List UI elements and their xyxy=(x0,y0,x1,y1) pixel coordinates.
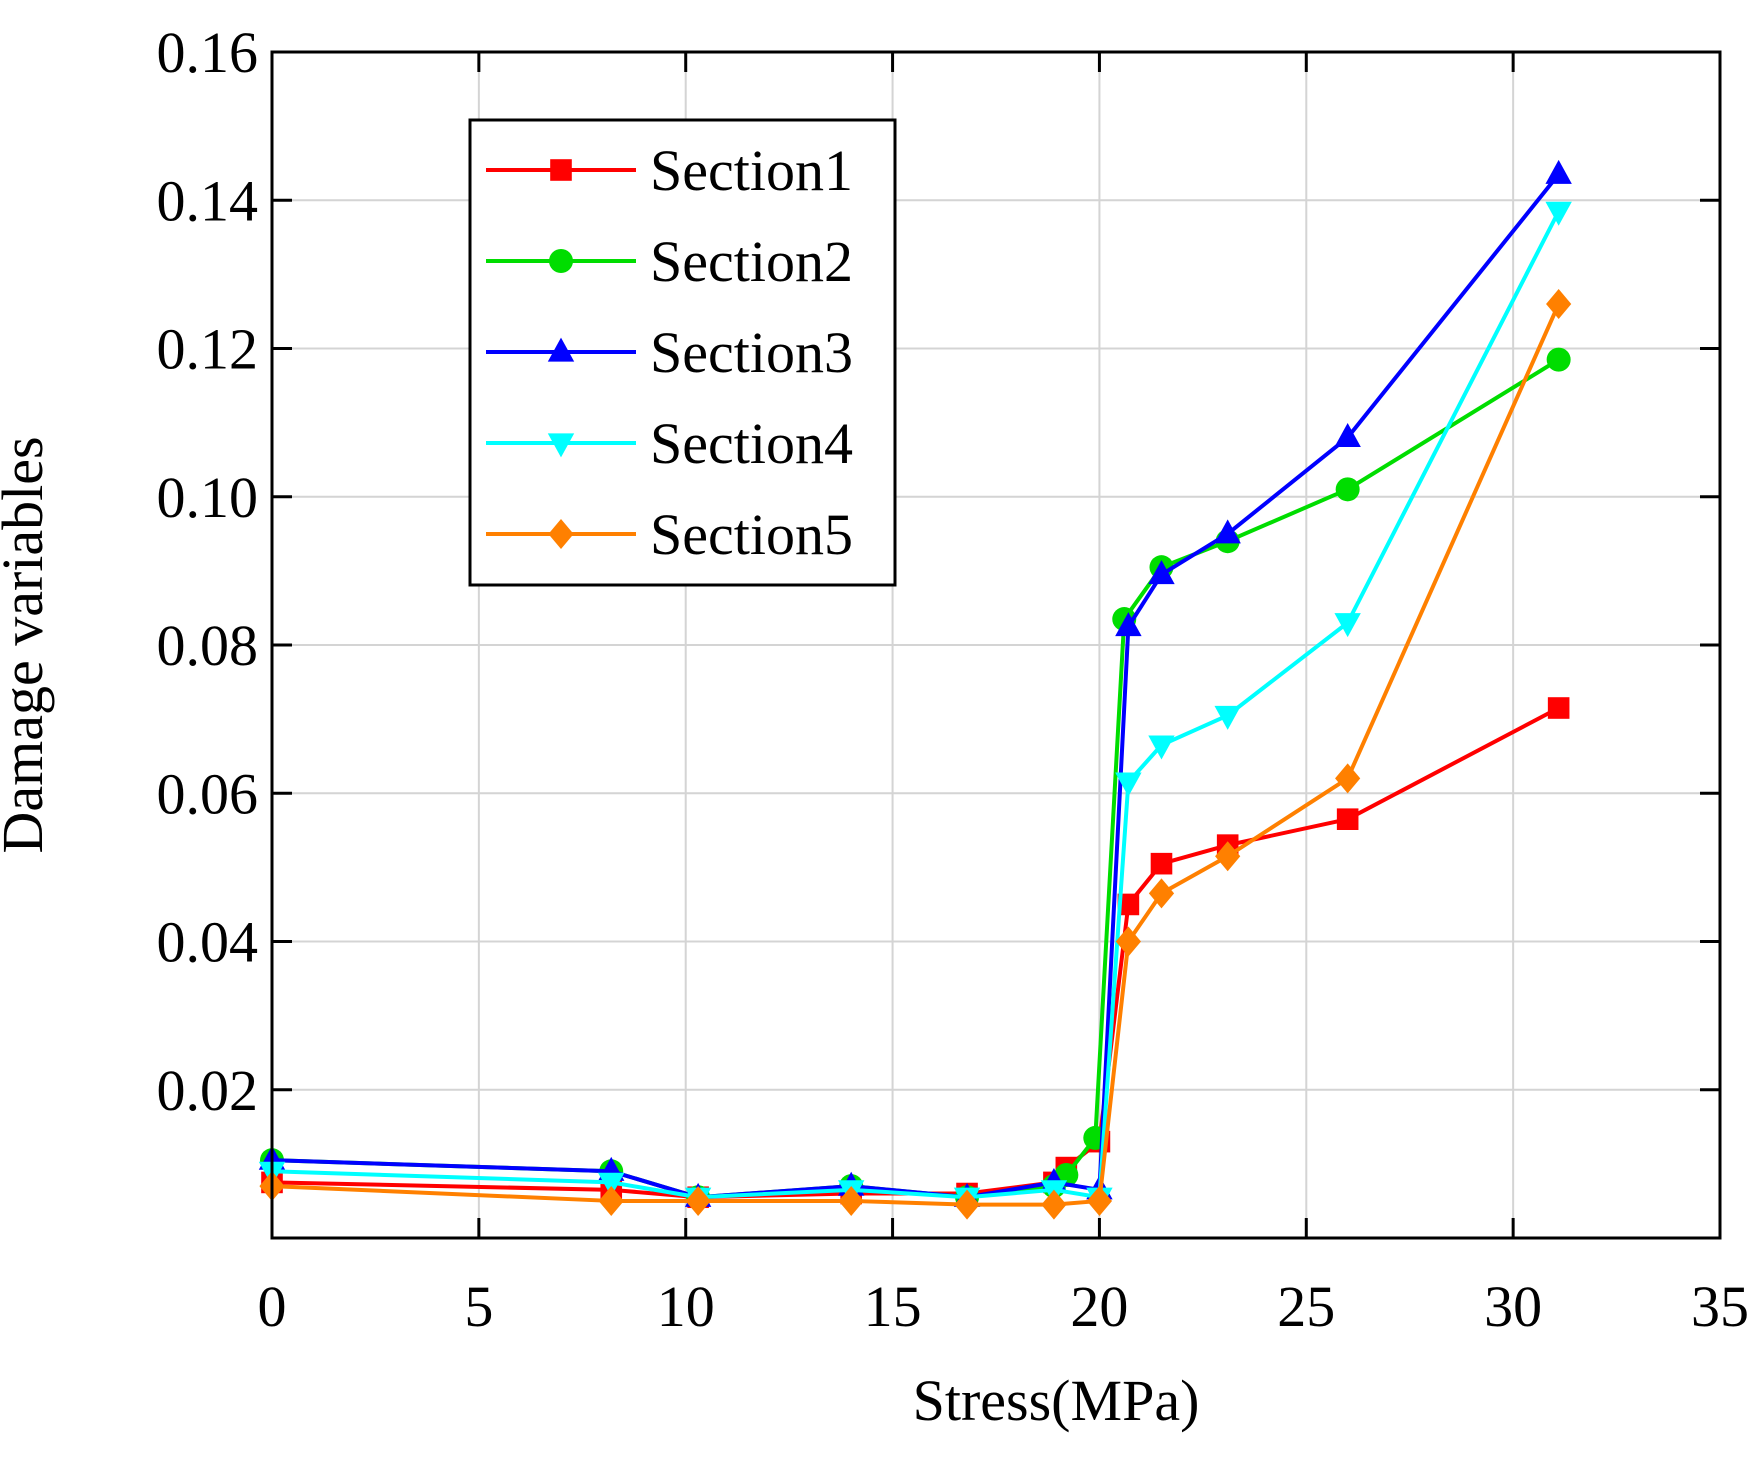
x-tick-label: 5 xyxy=(464,1274,493,1339)
data-point-marker xyxy=(549,249,573,273)
x-tick-label: 30 xyxy=(1484,1274,1542,1339)
data-point-marker xyxy=(838,1185,864,1216)
data-point-marker xyxy=(1334,613,1361,638)
data-point-marker xyxy=(1115,772,1142,797)
legend-label: Section3 xyxy=(650,320,853,385)
legend-entry-section1: Section1 xyxy=(486,138,853,203)
data-point-marker xyxy=(1215,841,1241,872)
legend-label: Section5 xyxy=(650,502,853,567)
legend-entry-section4: Section4 xyxy=(486,411,853,476)
data-point-marker xyxy=(1041,1189,1067,1220)
series-line xyxy=(271,303,1561,1207)
axis-ticks xyxy=(270,50,1722,1238)
data-point-marker xyxy=(550,159,572,181)
data-point-marker xyxy=(1546,289,1572,320)
y-axis-title: Damage variables xyxy=(0,436,55,853)
data-point-marker xyxy=(598,1185,624,1216)
data-point-marker xyxy=(1117,893,1140,916)
data-point-marker xyxy=(1148,560,1175,585)
series-section4 xyxy=(258,201,1572,1212)
data-point-marker xyxy=(1335,477,1360,502)
data-point-marker xyxy=(1545,201,1572,226)
y-tick-label: 0.12 xyxy=(157,317,259,382)
data-point-marker xyxy=(1214,705,1241,730)
data-point-marker xyxy=(547,337,575,362)
x-tick-label: 20 xyxy=(1070,1274,1128,1339)
data-point-marker xyxy=(1148,735,1175,760)
y-tick-label: 0.02 xyxy=(157,1058,259,1123)
data-point-marker xyxy=(1545,159,1572,184)
data-point-marker xyxy=(685,1185,711,1216)
data-point-marker xyxy=(1115,926,1141,957)
data-point-marker xyxy=(1214,519,1241,544)
legend-label: Section2 xyxy=(650,229,853,294)
series-line xyxy=(271,210,1561,1200)
y-tick-label: 0.10 xyxy=(157,465,259,530)
y-tick-label: 0.08 xyxy=(157,613,259,678)
legend-entry-section5: Section5 xyxy=(486,502,853,567)
x-tick-label: 10 xyxy=(657,1274,715,1339)
data-point-marker xyxy=(547,433,575,458)
data-point-marker xyxy=(1334,423,1361,448)
legend-entry-section2: Section2 xyxy=(486,229,853,294)
y-tick-label: 0.14 xyxy=(157,168,259,233)
y-tick-label: 0.04 xyxy=(157,910,259,975)
data-point-marker xyxy=(1335,763,1361,794)
data-point-marker xyxy=(548,519,574,549)
x-tick-label: 0 xyxy=(258,1274,287,1339)
data-point-marker xyxy=(1547,697,1570,719)
data-point-marker xyxy=(1546,347,1571,372)
x-tick-label: 35 xyxy=(1691,1274,1749,1339)
data-point-marker xyxy=(1148,878,1175,909)
series-section5 xyxy=(259,289,1572,1220)
data-point-marker xyxy=(1150,852,1173,875)
legend-label: Section1 xyxy=(650,138,853,203)
legend: Section1 Section2 Section3 Section4 Section5 xyxy=(468,118,897,587)
data-point-marker xyxy=(1336,808,1359,830)
data-point-marker xyxy=(598,1172,625,1197)
data-point-marker xyxy=(954,1189,980,1220)
y-tick-label: 0.06 xyxy=(157,761,259,826)
series-layer xyxy=(258,159,1572,1220)
y-tick-label: 0.16 xyxy=(157,20,259,85)
x-axis-title: Stress(MPa) xyxy=(913,1368,1200,1433)
x-tick-label: 15 xyxy=(864,1274,922,1339)
data-point-marker xyxy=(1086,1185,1113,1216)
legend-label: Section4 xyxy=(650,411,853,476)
data-point-marker xyxy=(1115,612,1142,637)
x-tick-label: 25 xyxy=(1277,1274,1335,1339)
tick-labels: 0 5 10 15 20 25 30 35 0.02 0.04 0.06 0.08 0.10 0.12 0.… xyxy=(157,20,1750,1339)
legend-entry-section3: Section3 xyxy=(486,320,853,385)
